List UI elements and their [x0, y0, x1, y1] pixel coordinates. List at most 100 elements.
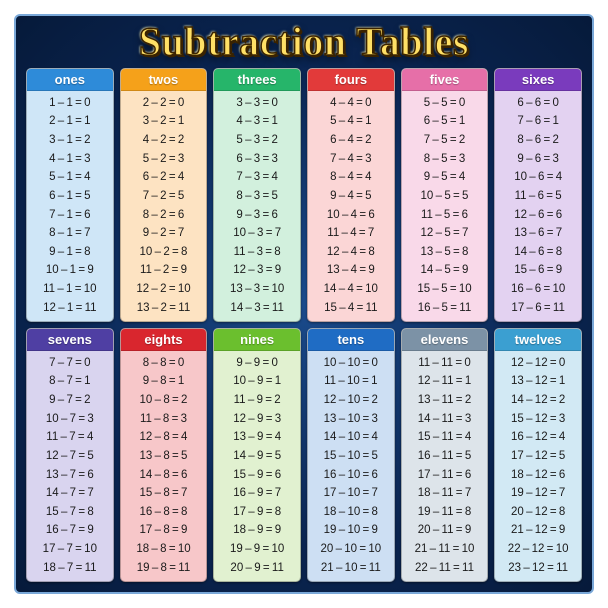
- equation: 17 – 7 = 10: [27, 542, 113, 558]
- table-rows: 12 – 12 = 013 – 12 = 114 – 12 = 215 – 12…: [495, 351, 581, 581]
- table-header: sixes: [495, 69, 581, 91]
- equation: 16 – 9 = 7: [214, 486, 300, 502]
- equation: 14 – 7 = 7: [27, 486, 113, 502]
- equation: 11 – 2 = 9: [121, 263, 207, 279]
- table-rows: 10 – 10 = 011 – 10 = 112 – 10 = 213 – 10…: [308, 351, 394, 581]
- equation: 5 – 2 = 3: [121, 152, 207, 168]
- equation: 8 – 8 = 0: [121, 356, 207, 372]
- equation: 7 – 3 = 4: [214, 170, 300, 186]
- equation: 13 – 10 = 3: [308, 412, 394, 428]
- equation: 3 – 3 = 0: [214, 96, 300, 112]
- equation: 17 – 11 = 6: [402, 468, 488, 484]
- equation: 9 – 6 = 3: [495, 152, 581, 168]
- table-fours: fours4 – 4 = 05 – 4 = 16 – 4 = 27 – 4 = …: [307, 68, 395, 322]
- equation: 3 – 2 = 1: [121, 114, 207, 130]
- table-twos: twos 2 – 2 = 0 3 – 2 = 1 4 – 2 = 2 5 – 2 = 3…: [120, 68, 208, 322]
- equation: 13 – 8 = 5: [121, 449, 207, 465]
- equation: 14 – 11 = 3: [402, 412, 488, 428]
- equation: 7 – 2 = 5: [121, 189, 207, 205]
- equation: 8 – 5 = 3: [402, 152, 488, 168]
- equation: 11 – 8 = 3: [121, 412, 207, 428]
- equation: 14 – 5 = 9: [402, 263, 488, 279]
- equation: 2 – 2 = 0: [121, 96, 207, 112]
- equation: 7 – 1 = 6: [27, 208, 113, 224]
- equation: 12 – 8 = 4: [121, 430, 207, 446]
- equation: 12 – 3 = 9: [214, 263, 300, 279]
- equation: 19 – 10 = 9: [308, 523, 394, 539]
- table-rows: 7 – 7 = 08 – 7 = 19 – 7 = 210 – 7 = 311 …: [27, 351, 113, 581]
- equation: 22 – 11 = 11: [402, 561, 488, 577]
- equation: 16 – 10 = 6: [308, 468, 394, 484]
- equation: 10 – 3 = 7: [214, 226, 300, 242]
- equation: 14 – 3 = 11: [214, 301, 300, 317]
- equation: 13 – 11 = 2: [402, 393, 488, 409]
- equation: 7 – 6 = 1: [495, 114, 581, 130]
- table-ones: ones1 – 1 = 02 – 1 = 13 – 1 = 24 – 1 = 3…: [26, 68, 114, 322]
- equation: 13 – 3 = 10: [214, 282, 300, 298]
- equation: 15 – 10 = 5: [308, 449, 394, 465]
- equation: 17 – 8 = 9: [121, 523, 207, 539]
- equation: 8 – 3 = 5: [214, 189, 300, 205]
- equation: 16 – 8 = 8: [121, 505, 207, 521]
- table-twelves: twelves12 – 12 = 013 – 12 = 114 – 12 = 2…: [494, 328, 582, 582]
- table-rows: 8 – 8 = 09 – 8 = 110 – 8 = 211 – 8 = 312…: [121, 351, 207, 581]
- equation: 9 – 1 = 8: [27, 245, 113, 261]
- equation: 10 – 6 = 4: [495, 170, 581, 186]
- equation: 6 – 5 = 1: [402, 114, 488, 130]
- table-header: twos: [121, 69, 207, 91]
- equation: 12 – 9 = 3: [214, 412, 300, 428]
- equation: 9 – 2 = 7: [121, 226, 207, 242]
- equation: 18 – 9 = 9: [214, 523, 300, 539]
- table-fives: fives5 – 5 = 06 – 5 = 17 – 5 = 28 – 5 = …: [401, 68, 489, 322]
- equation: 13 – 4 = 9: [308, 263, 394, 279]
- table-tens: tens10 – 10 = 011 – 10 = 112 – 10 = 213 …: [307, 328, 395, 582]
- equation: 13 – 2 = 11: [121, 301, 207, 317]
- table-sixes: sixes6 – 6 = 07 – 6 = 18 – 6 = 29 – 6 = …: [494, 68, 582, 322]
- table-header: tens: [308, 329, 394, 351]
- equation: 12 – 4 = 8: [308, 245, 394, 261]
- equation: 18 – 12 = 6: [495, 468, 581, 484]
- equation: 5 – 3 = 2: [214, 133, 300, 149]
- equation: 11 – 1 = 10: [27, 282, 113, 298]
- equation: 15 – 9 = 6: [214, 468, 300, 484]
- equation: 7 – 4 = 3: [308, 152, 394, 168]
- equation: 12 – 1 = 11: [27, 301, 113, 317]
- table-rows: 6 – 6 = 07 – 6 = 18 – 6 = 29 – 6 = 310 –…: [495, 91, 581, 321]
- equation: 6 – 4 = 2: [308, 133, 394, 149]
- equation: 4 – 2 = 2: [121, 133, 207, 149]
- equation: 5 – 5 = 0: [402, 96, 488, 112]
- equation: 15 – 4 = 11: [308, 301, 394, 317]
- equation: 16 – 11 = 5: [402, 449, 488, 465]
- equation: 10 – 9 = 1: [214, 374, 300, 390]
- equation: 7 – 7 = 0: [27, 356, 113, 372]
- equation: 2 – 1 = 1: [27, 114, 113, 130]
- equation: 6 – 1 = 5: [27, 189, 113, 205]
- equation: 9 – 7 = 2: [27, 393, 113, 409]
- equation: 14 – 6 = 8: [495, 245, 581, 261]
- equation: 12 – 2 = 10: [121, 282, 207, 298]
- equation: 10 – 7 = 3: [27, 412, 113, 428]
- equation: 19 – 8 = 11: [121, 561, 207, 577]
- equation: 12 – 7 = 5: [27, 449, 113, 465]
- equation: 21 – 10 = 11: [308, 561, 394, 577]
- table-threes: threes3 – 3 = 04 – 3 = 15 – 3 = 26 – 3 =…: [213, 68, 301, 322]
- equation: 9 – 5 = 4: [402, 170, 488, 186]
- equation: 13 – 5 = 8: [402, 245, 488, 261]
- table-rows: 4 – 4 = 05 – 4 = 16 – 4 = 27 – 4 = 38 – …: [308, 91, 394, 321]
- equation: 13 – 12 = 1: [495, 374, 581, 390]
- equation: 15 – 7 = 8: [27, 505, 113, 521]
- equation: 16 – 12 = 4: [495, 430, 581, 446]
- equation: 11 – 6 = 5: [495, 189, 581, 205]
- equation: 6 – 2 = 4: [121, 170, 207, 186]
- equation: 6 – 3 = 3: [214, 152, 300, 168]
- equation: 8 – 4 = 4: [308, 170, 394, 186]
- equation: 17 – 9 = 8: [214, 505, 300, 521]
- equation: 16 – 7 = 9: [27, 523, 113, 539]
- equation: 4 – 1 = 3: [27, 152, 113, 168]
- equation: 9 – 8 = 1: [121, 374, 207, 390]
- equation: 17 – 6 = 11: [495, 301, 581, 317]
- equation: 19 – 11 = 8: [402, 505, 488, 521]
- equation: 11 – 4 = 7: [308, 226, 394, 242]
- equation: 14 – 8 = 6: [121, 468, 207, 484]
- equation: 18 – 7 = 11: [27, 561, 113, 577]
